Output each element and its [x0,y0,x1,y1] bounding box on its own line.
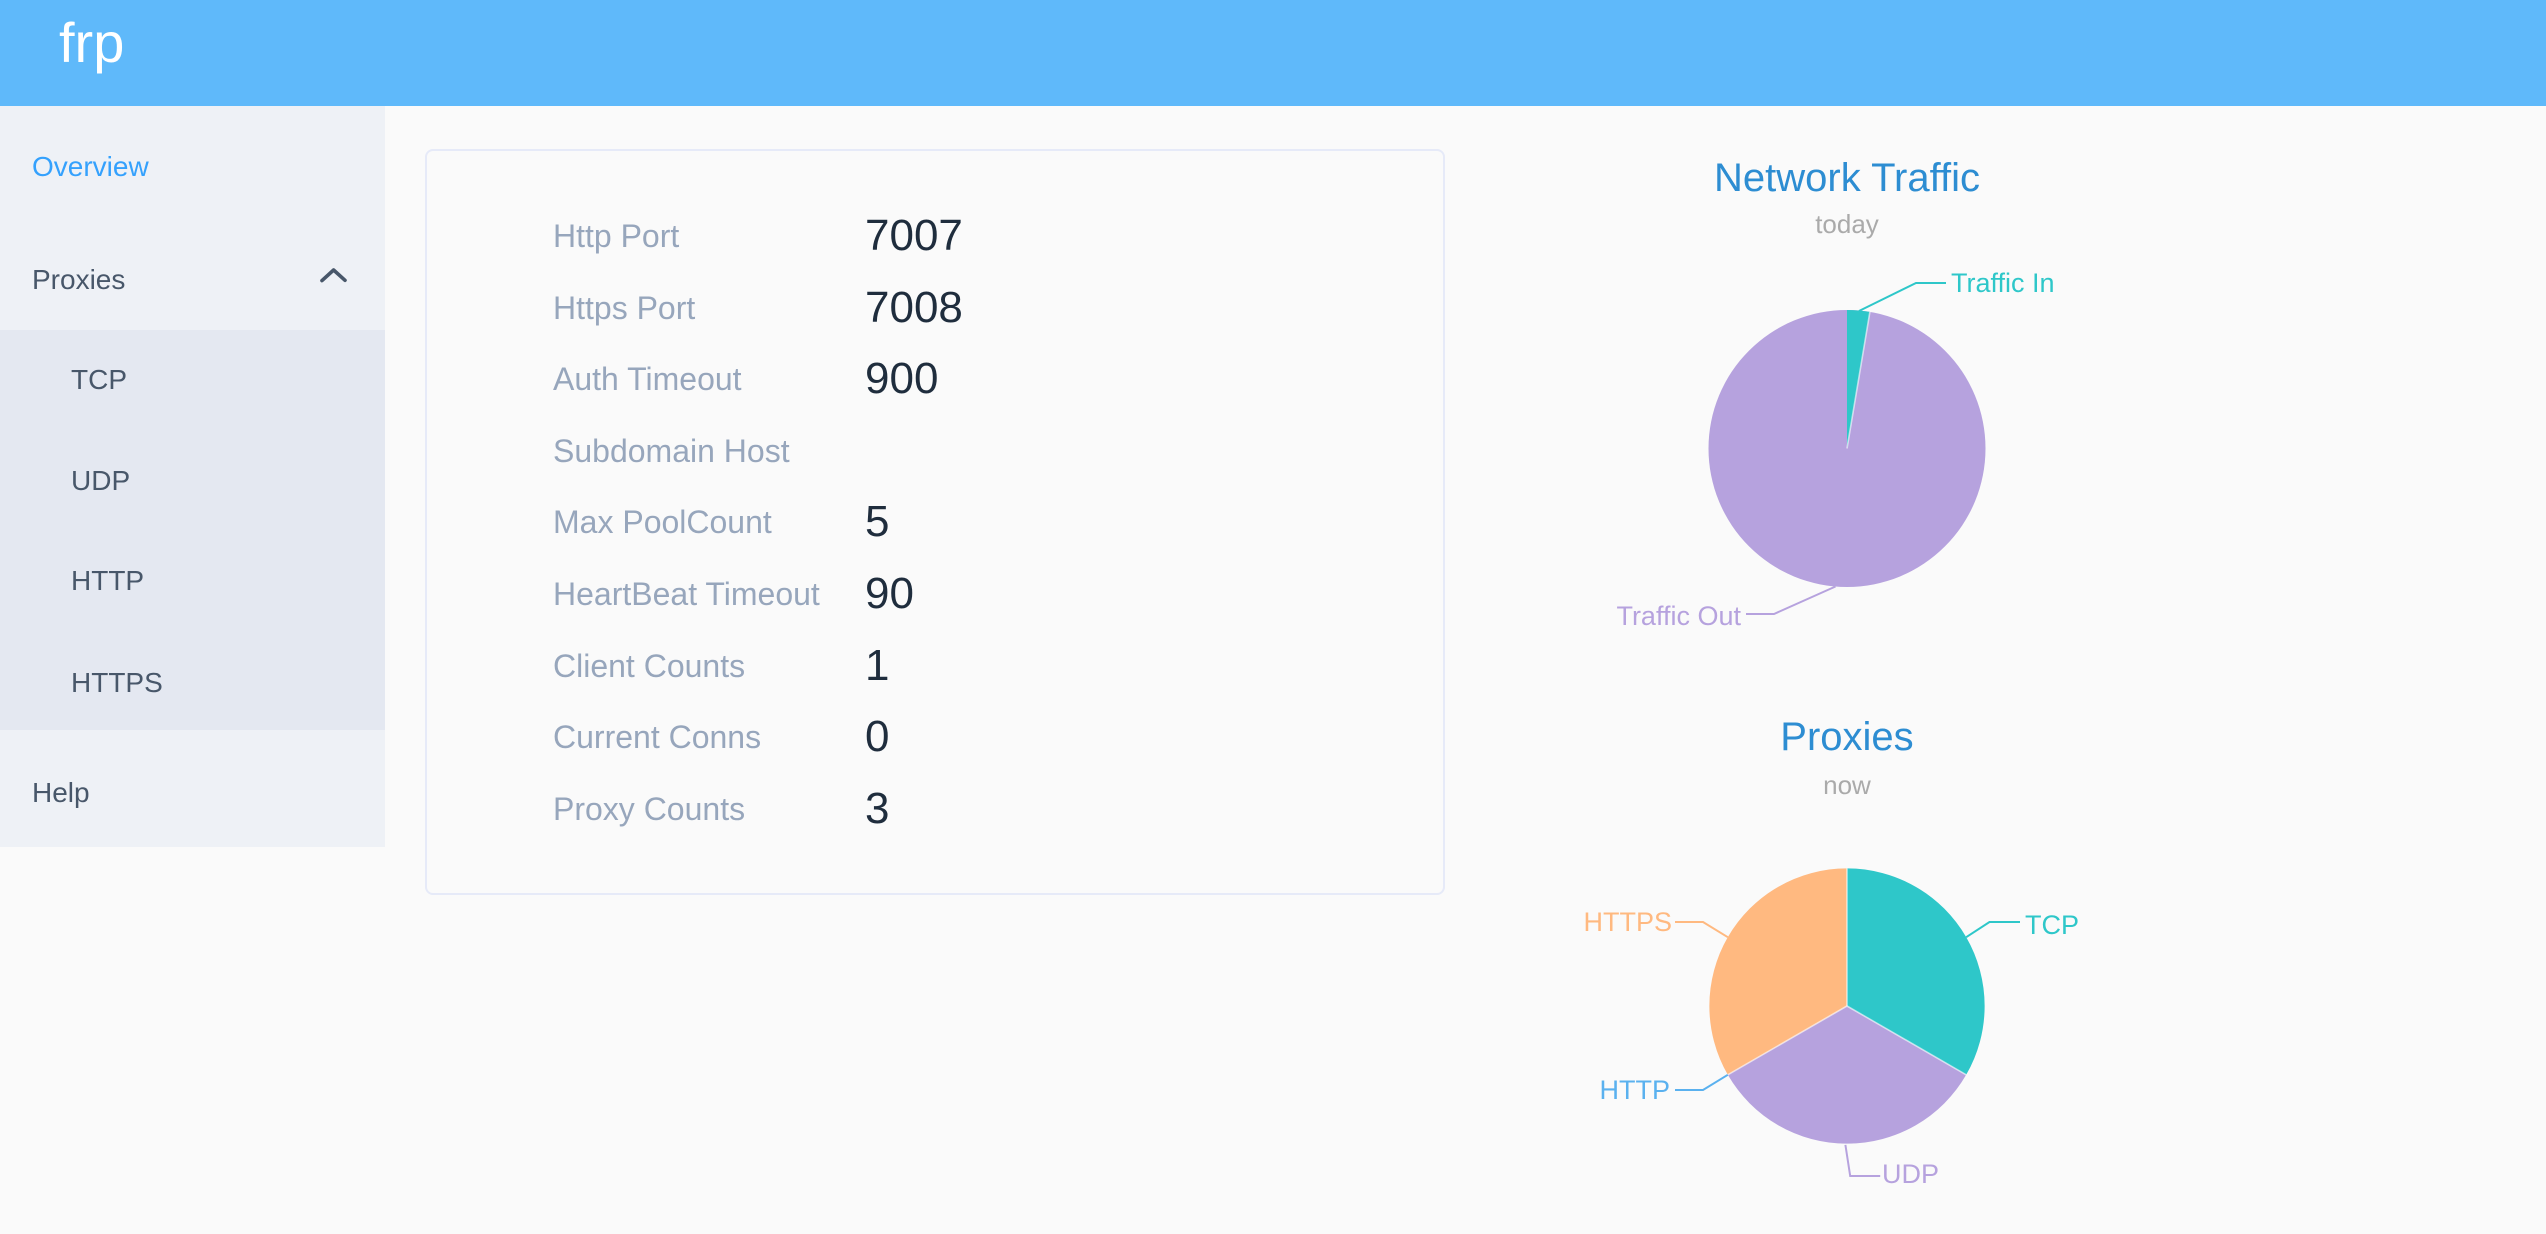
svg-text:HTTPS: HTTPS [1583,907,1672,937]
svg-text:HTTP: HTTP [1600,1075,1671,1105]
svg-text:Traffic In: Traffic In [1951,268,2055,298]
svg-text:TCP: TCP [2025,910,2079,940]
svg-text:UDP: UDP [1882,1159,1939,1189]
svg-text:Network Traffic: Network Traffic [1714,156,1980,200]
svg-text:Proxies: Proxies [1780,715,1913,759]
svg-text:now: now [1823,770,1871,800]
svg-text:Traffic Out: Traffic Out [1616,601,1741,631]
svg-text:today: today [1815,209,1879,239]
